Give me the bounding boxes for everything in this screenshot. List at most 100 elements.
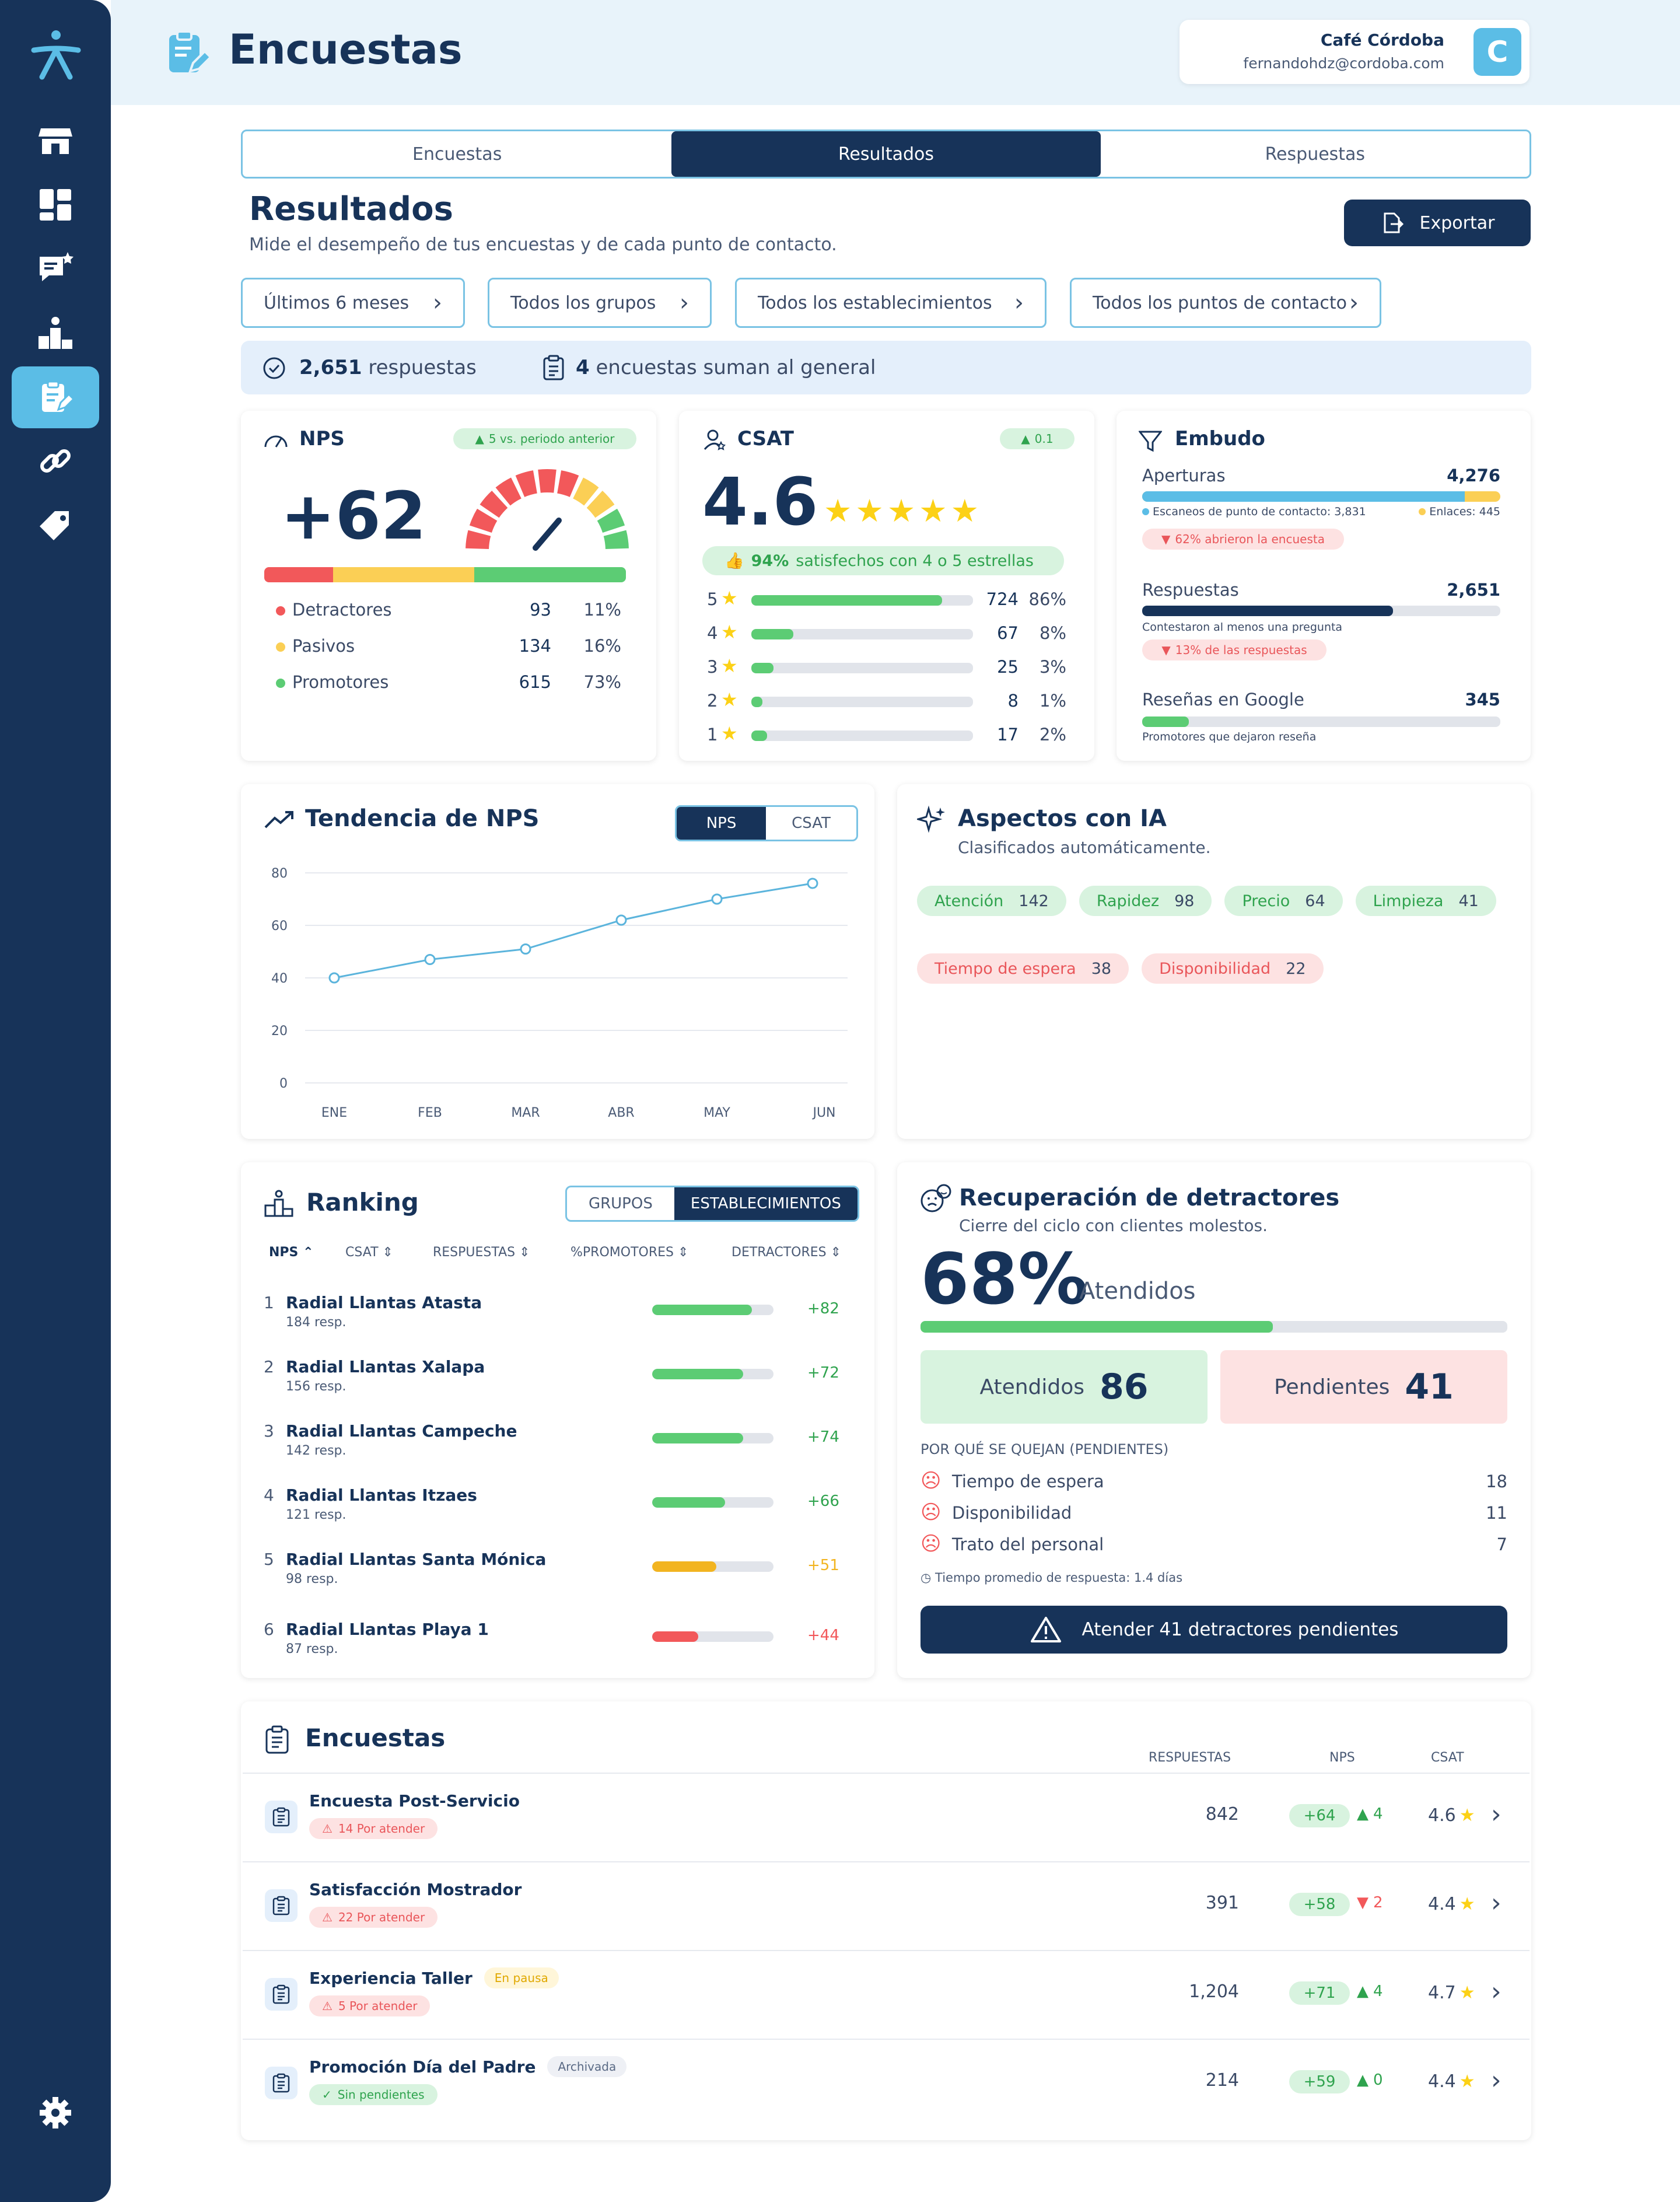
pending-badge: ✓ Sin pendientes [309, 2084, 438, 2105]
export-button[interactable]: Exportar [1344, 200, 1531, 246]
data-point[interactable] [711, 893, 723, 905]
survey-row[interactable]: Encuesta Post-Servicio ⚠ 14 Por atender 842… [243, 1773, 1530, 1860]
warning-icon [1030, 1617, 1061, 1642]
x-tick-label: ENE [321, 1106, 347, 1120]
col-nps: NPS [1329, 1750, 1355, 1765]
filter-touchpoints[interactable]: Todos los puntos de contacto › [1070, 278, 1381, 328]
filter-establishments[interactable]: Todos los establecimientos › [735, 278, 1046, 328]
filter-period[interactable]: Últimos 6 meses › [241, 278, 465, 328]
csat-row-bar [751, 595, 973, 606]
thumbs-up-icon: 👍 [724, 552, 744, 570]
chevron-right-icon[interactable]: › [1491, 2065, 1502, 2095]
toggle-csat[interactable]: CSAT [792, 815, 831, 832]
filter-groups[interactable]: Todos los grupos › [488, 278, 712, 328]
check-icon: ✓ [322, 2088, 332, 2102]
sort-csat[interactable]: CSAT ⇕ [345, 1245, 393, 1260]
ranking-bar [652, 1497, 774, 1508]
trend-metric-toggle: NPS CSAT [675, 805, 858, 841]
scans-segment [1142, 491, 1465, 502]
nps-row-count: 615 [519, 672, 551, 692]
aspect-chip-positive[interactable]: Rapidez 98 [1079, 886, 1212, 916]
recovery-pct: 68% [921, 1239, 1088, 1320]
ranking-row[interactable]: 1 Radial Llantas Atasta 184 resp. +82 [264, 1293, 841, 1340]
ranking-row[interactable]: 3 Radial Llantas Campeche 142 resp. +74 [264, 1421, 841, 1468]
sidebar-item-reviews[interactable] [12, 238, 99, 300]
attended-box: Atendidos 86 [921, 1350, 1208, 1424]
ranking-bar-fill [652, 1305, 752, 1315]
y-tick-label: 40 [271, 971, 288, 986]
ranking-row[interactable]: 2 Radial Llantas Xalapa 156 resp. +72 [264, 1357, 841, 1404]
aspect-chip-negative[interactable]: Disponibilidad 22 [1142, 953, 1324, 984]
chevron-right-icon[interactable]: › [1491, 1888, 1502, 1918]
survey-nps-delta: ▼ 2 [1357, 1894, 1383, 1911]
data-point[interactable] [424, 954, 436, 965]
ranking-row[interactable]: 6 Radial Llantas Playa 1 87 resp. +44 [264, 1620, 841, 1666]
ranking-position: 3 [264, 1421, 274, 1441]
tab-respuestas[interactable]: Respuestas [1265, 144, 1366, 165]
aspect-chip-positive[interactable]: Atención 142 [917, 886, 1066, 916]
sort-nps[interactable]: NPS ⌃ [269, 1245, 314, 1260]
csat-row-count: 25 [997, 657, 1019, 677]
aperturas-label: Aperturas [1142, 466, 1226, 485]
survey-responses: 1,204 [1189, 1981, 1239, 2002]
chevron-right-icon[interactable]: › [1491, 1799, 1502, 1829]
data-point[interactable] [807, 878, 818, 889]
sort-icon: ⌃ [303, 1245, 314, 1260]
sidebar-item-links[interactable] [12, 431, 99, 492]
clipboard-icon [265, 1725, 289, 1754]
pending-badge: ⚠ 5 Por atender [309, 1995, 430, 2016]
csat-row-pct: 8% [1039, 623, 1066, 643]
ranking-bar [652, 1631, 774, 1642]
toggle-grupos[interactable]: GRUPOS [588, 1195, 653, 1212]
data-point[interactable] [615, 914, 627, 926]
y-tick-label: 20 [271, 1024, 288, 1039]
tab-encuestas[interactable]: Encuestas [412, 144, 502, 165]
aspect-chip-negative[interactable]: Tiempo de espera 38 [917, 953, 1129, 984]
user-account-card[interactable]: Café Córdoba fernandohdz@cordoba.com C [1180, 20, 1530, 84]
arrow-up-icon: ▲ [1021, 432, 1030, 446]
ranking-responses: 184 resp. [286, 1315, 346, 1330]
ranking-value: +82 [807, 1300, 839, 1317]
sort-promotores[interactable]: %PROMOTORES ⇕ [570, 1245, 689, 1260]
data-point[interactable] [328, 972, 340, 984]
aspect-count: 22 [1286, 959, 1306, 978]
sidebar-item-tags[interactable] [12, 495, 99, 557]
ranking-row[interactable]: 4 Radial Llantas Itzaes 121 resp. +66 [264, 1486, 841, 1532]
sidebar-item-ranking[interactable] [12, 302, 99, 364]
csat-row-stars: 5 [707, 589, 718, 609]
tab-resultados[interactable]: Resultados [671, 131, 1101, 177]
sidebar-item-dashboard[interactable] [12, 174, 99, 236]
nps-row-label: Detractores [276, 600, 392, 620]
sidebar-item-surveys[interactable] [12, 366, 99, 428]
ranking-responses: 156 resp. [286, 1379, 346, 1394]
survey-row[interactable]: Experiencia Taller ⚠ 5 Por atender En pausa… [243, 1950, 1530, 2037]
ranking-row[interactable]: 5 Radial Llantas Santa Mónica 98 resp. +51 [264, 1550, 841, 1596]
toggle-nps[interactable]: NPS [677, 807, 766, 840]
ranking-bar [652, 1433, 774, 1443]
toggle-establecimientos[interactable]: ESTABLECIMIENTOS [674, 1187, 858, 1220]
sort-detractores[interactable]: DETRACTORES ⇕ [732, 1245, 842, 1260]
aspect-label: Rapidez [1096, 892, 1160, 910]
reason-count: 18 [1486, 1472, 1507, 1491]
sort-respuestas[interactable]: RESPUESTAS ⇕ [433, 1245, 530, 1260]
sidebar-item-stores[interactable] [12, 110, 99, 172]
csat-row-pct: 1% [1039, 691, 1066, 711]
responses-value: 2,651 [1447, 580, 1500, 600]
podium-icon [264, 1190, 293, 1217]
attend-detractors-button[interactable]: Atender 41 detractores pendientes [921, 1606, 1507, 1654]
avatar[interactable]: C [1474, 28, 1521, 76]
aspect-label: Precio [1242, 892, 1290, 910]
nps-row-pct: 11% [583, 600, 621, 620]
aspect-chip-positive[interactable]: Precio 64 [1224, 886, 1343, 916]
links-label: Enlaces: 445 [1429, 505, 1500, 518]
survey-row[interactable]: Promoción Día del Padre ✓ Sin pendientes Ar… [243, 2039, 1530, 2126]
data-point[interactable] [520, 943, 531, 955]
chevron-right-icon[interactable]: › [1491, 1977, 1502, 2007]
survey-nps: +71 [1289, 1981, 1350, 2005]
survey-row[interactable]: Satisfacción Mostrador ⚠ 22 Por atender 391… [243, 1861, 1530, 1949]
sidebar-item-settings[interactable] [12, 2082, 99, 2144]
aspect-chip-positive[interactable]: Limpieza 41 [1355, 886, 1496, 916]
series-line [334, 882, 813, 979]
nps-card: NPS ▲ 5 vs. periodo anterior +62 Detracto… [241, 411, 656, 761]
star-icon: ★ [721, 655, 738, 677]
